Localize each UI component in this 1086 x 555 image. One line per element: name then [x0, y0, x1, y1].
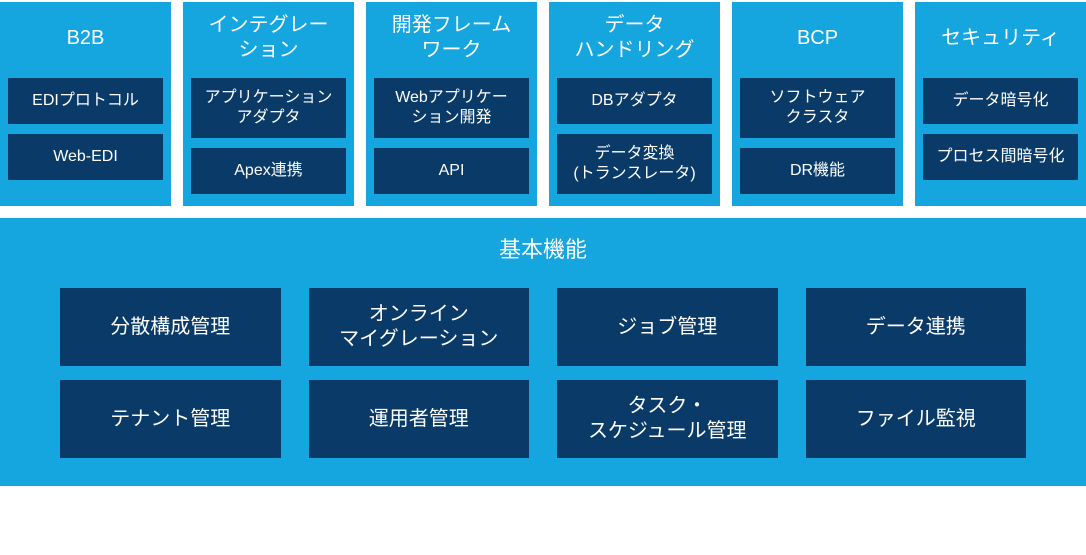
feature-chip: DBアダプタ [557, 78, 712, 124]
column-security: セキュリティ データ暗号化 プロセス間暗号化 [915, 2, 1086, 206]
feature-chip: 分散構成管理 [60, 288, 281, 366]
column-bcp: BCP ソフトウェア クラスタ DR機能 [732, 2, 903, 206]
feature-chip: API [374, 148, 529, 194]
top-row: B2B EDIプロトコル Web-EDI インテグレー ション アプリケーション… [0, 2, 1086, 206]
feature-chip: データ変換 (トランスレータ) [557, 134, 712, 194]
column-title: B2B [67, 12, 105, 64]
bottom-grid: 分散構成管理 オンライン マイグレーション ジョブ管理 データ連携 テナント管理… [60, 288, 1026, 458]
feature-chip: ファイル監視 [806, 380, 1027, 458]
feature-chip: ジョブ管理 [557, 288, 778, 366]
feature-chip: オンライン マイグレーション [309, 288, 530, 366]
column-framework: 開発フレーム ワーク Webアプリケー ション開発 API [366, 2, 537, 206]
column-data-handling: データ ハンドリング DBアダプタ データ変換 (トランスレータ) [549, 2, 720, 206]
feature-chip: Apex連携 [191, 148, 346, 194]
feature-chip: DR機能 [740, 148, 895, 194]
column-title: セキュリティ [941, 12, 1060, 64]
feature-chip: EDIプロトコル [8, 78, 163, 124]
column-title: BCP [797, 12, 838, 64]
feature-chip: ソフトウェア クラスタ [740, 78, 895, 138]
feature-chip: アプリケーション アダプタ [191, 78, 346, 138]
column-title: インテグレー ション [209, 12, 329, 64]
feature-chip: Web-EDI [8, 134, 163, 180]
feature-chip: テナント管理 [60, 380, 281, 458]
feature-chip: タスク・ スケジュール管理 [557, 380, 778, 458]
column-title: 開発フレーム ワーク [392, 12, 511, 64]
feature-chip: プロセス間暗号化 [923, 134, 1078, 180]
feature-chip: Webアプリケー ション開発 [374, 78, 529, 138]
column-integration: インテグレー ション アプリケーション アダプタ Apex連携 [183, 2, 354, 206]
feature-chip: 運用者管理 [309, 380, 530, 458]
bottom-title: 基本機能 [60, 232, 1026, 264]
column-b2b: B2B EDIプロトコル Web-EDI [0, 2, 171, 206]
feature-chip: データ暗号化 [923, 78, 1078, 124]
feature-chip: データ連携 [806, 288, 1027, 366]
column-title: データ ハンドリング [575, 12, 695, 64]
diagram-root: B2B EDIプロトコル Web-EDI インテグレー ション アプリケーション… [0, 0, 1086, 555]
bottom-panel: 基本機能 分散構成管理 オンライン マイグレーション ジョブ管理 データ連携 テ… [0, 218, 1086, 486]
